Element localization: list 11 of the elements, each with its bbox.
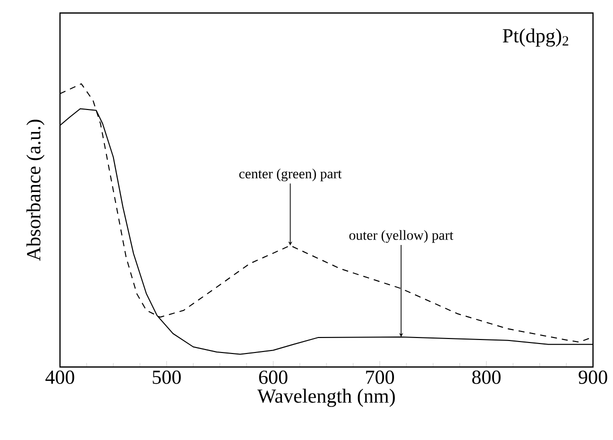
x-tick-label: 500 xyxy=(152,370,181,384)
x-axis-title: Wavelength (nm) xyxy=(257,388,395,407)
x-tick-label: 600 xyxy=(259,370,288,384)
annotation: outer (yellow) part xyxy=(349,230,454,243)
x-tick-label: 400 xyxy=(45,370,74,384)
text: Pt(dpg)$_{2}$ xyxy=(502,28,568,47)
y-axis-title: Absorbance (a.u.) xyxy=(26,120,44,261)
x-tick-label: 700 xyxy=(366,370,394,384)
x-tick-label: 800 xyxy=(472,370,501,384)
x-tick-label: 900 xyxy=(578,370,608,384)
annotation: center (green) part xyxy=(239,168,342,182)
